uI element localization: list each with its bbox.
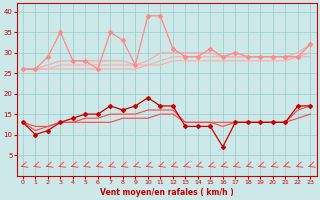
X-axis label: Vent moyen/en rafales ( km/h ): Vent moyen/en rafales ( km/h ) xyxy=(100,188,234,197)
